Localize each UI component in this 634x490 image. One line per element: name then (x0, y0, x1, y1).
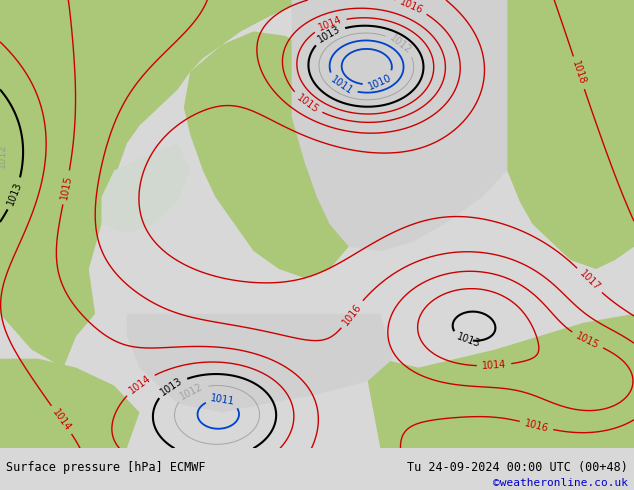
Text: ©weatheronline.co.uk: ©weatheronline.co.uk (493, 478, 628, 488)
Text: 1018: 1018 (570, 60, 588, 86)
Text: Tu 24-09-2024 00:00 UTC (00+48): Tu 24-09-2024 00:00 UTC (00+48) (407, 461, 628, 474)
Text: 1012: 1012 (388, 32, 413, 55)
Text: Surface pressure [hPa] ECMWF: Surface pressure [hPa] ECMWF (6, 461, 206, 474)
Text: 1013: 1013 (316, 24, 342, 45)
Text: 1010: 1010 (366, 73, 393, 92)
Polygon shape (127, 314, 393, 413)
Polygon shape (184, 31, 393, 278)
Text: 1016: 1016 (340, 301, 363, 327)
Text: 1010: 1010 (366, 73, 393, 92)
Text: 1017: 1017 (577, 268, 602, 293)
Text: 1011: 1011 (329, 74, 354, 97)
Text: 1014: 1014 (50, 407, 73, 433)
Text: 1015: 1015 (59, 174, 74, 200)
Text: 1014: 1014 (317, 15, 343, 33)
Text: 1013: 1013 (6, 181, 24, 207)
Polygon shape (507, 0, 634, 269)
Text: 1013: 1013 (455, 331, 482, 349)
Text: 1011: 1011 (329, 74, 354, 97)
Text: 1012: 1012 (179, 381, 205, 401)
Text: 1012: 1012 (0, 144, 7, 169)
Text: 1015: 1015 (295, 92, 320, 115)
Text: 1015: 1015 (574, 331, 600, 350)
Polygon shape (0, 359, 139, 448)
Text: 1016: 1016 (398, 0, 425, 16)
Text: 1011: 1011 (210, 393, 235, 407)
Polygon shape (292, 0, 507, 251)
Text: 1013: 1013 (158, 375, 184, 397)
Text: 1011: 1011 (210, 393, 235, 407)
Text: 1014: 1014 (127, 373, 153, 395)
Polygon shape (368, 314, 634, 448)
Text: 1016: 1016 (523, 418, 550, 434)
Polygon shape (0, 0, 304, 368)
Text: 1014: 1014 (482, 360, 507, 371)
Polygon shape (101, 144, 190, 233)
